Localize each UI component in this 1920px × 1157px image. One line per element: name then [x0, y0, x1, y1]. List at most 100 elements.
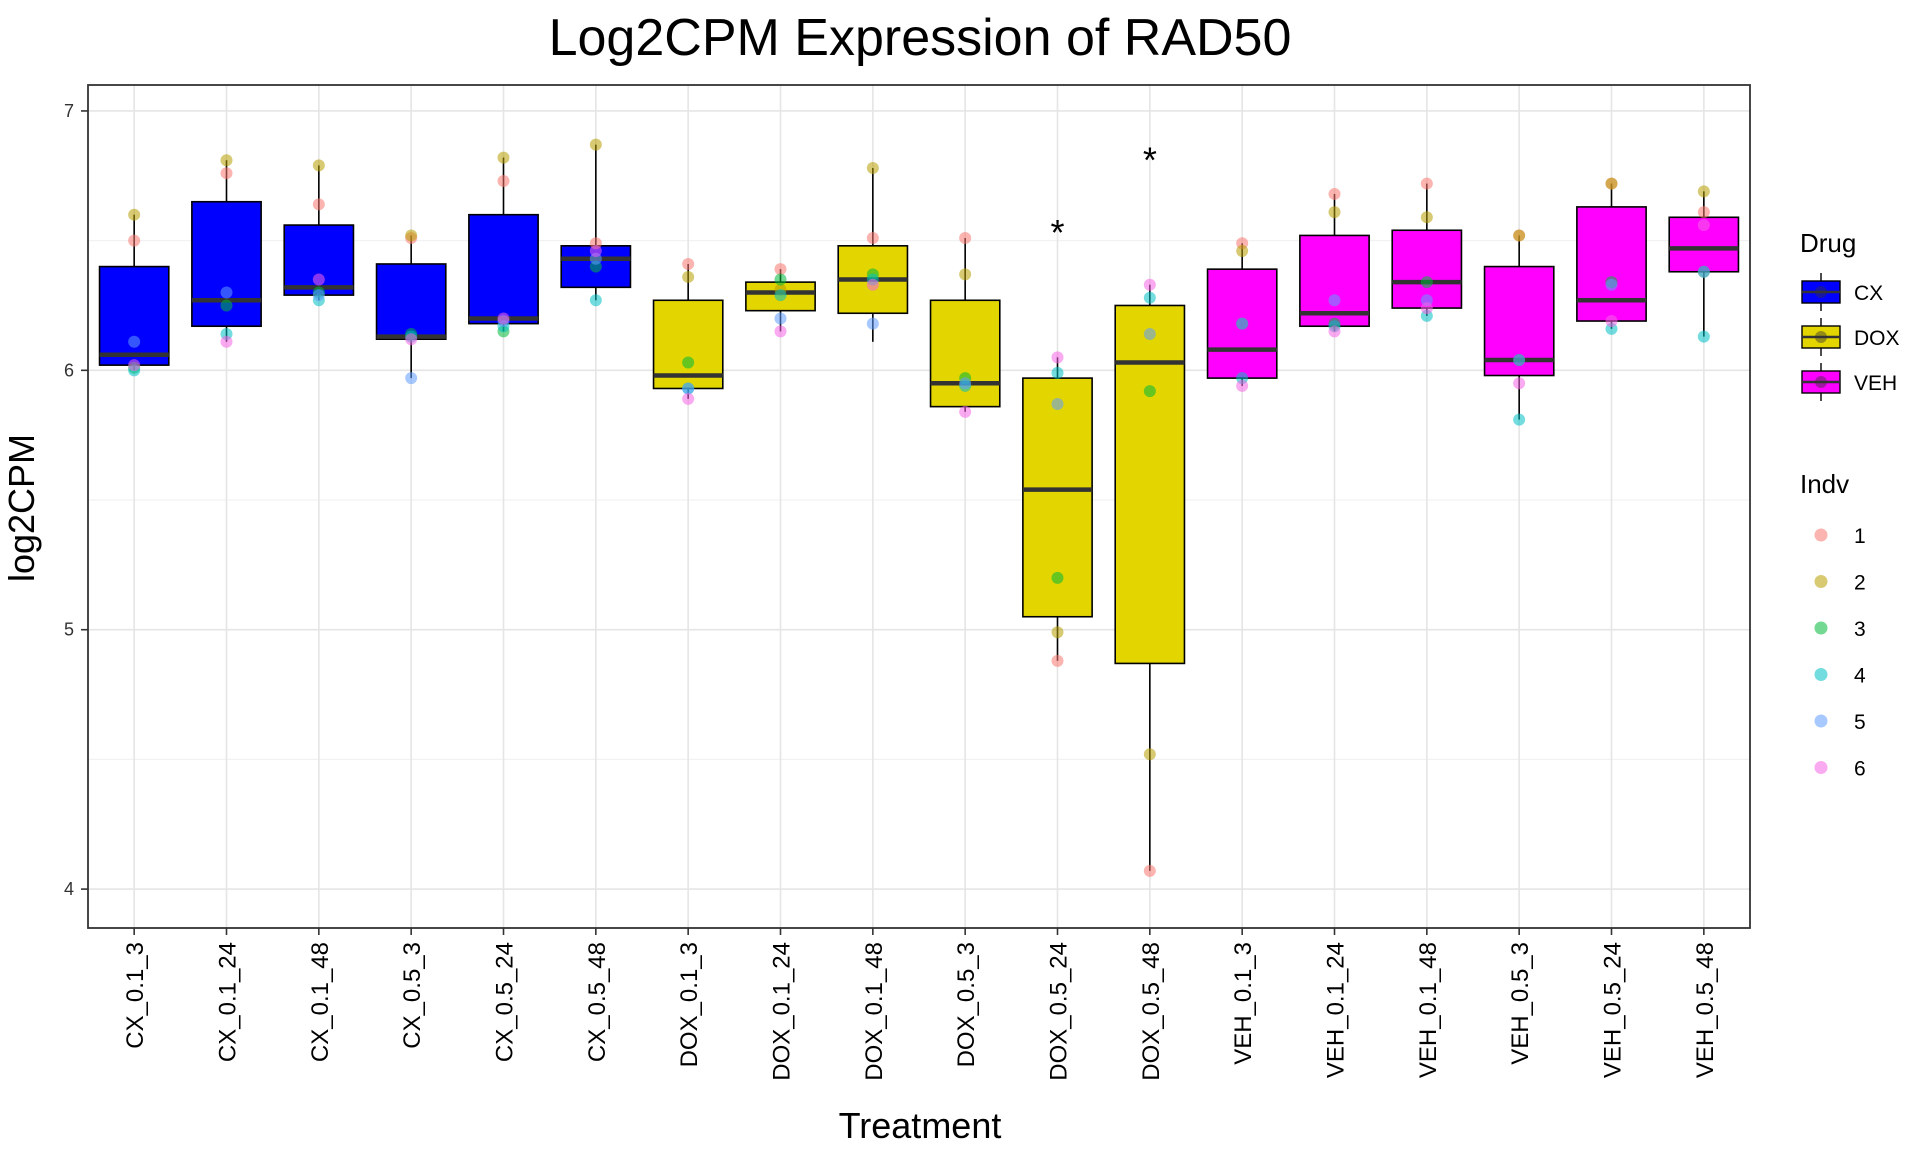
data-point-indv-6: [1697, 219, 1710, 232]
data-point-indv-5: [774, 312, 787, 325]
x-tick-label: DOX_0.1_3: [676, 942, 703, 1067]
legend-drug-label: VEH: [1854, 372, 1897, 395]
data-point-indv-6: [1236, 379, 1249, 392]
data-point-indv-2: [312, 159, 325, 172]
data-point-indv-3: [774, 273, 787, 286]
data-point-indv-6: [866, 278, 879, 291]
data-point-indv-6: [1328, 325, 1341, 338]
x-tick-label: CX_0.1_3: [122, 942, 149, 1049]
data-point-indv-3: [682, 356, 695, 369]
legend-indv-key-3: [1814, 621, 1828, 635]
legend-indv-key-1: [1814, 528, 1828, 542]
legend-indv-key-2: [1814, 575, 1828, 588]
x-tick-label: DOX_0.1_48: [861, 942, 888, 1081]
panel-background: [88, 85, 1750, 928]
x-tick-label: DOX_0.5_48: [1138, 942, 1165, 1081]
data-point-indv-1: [682, 257, 695, 270]
data-point-indv-1: [220, 167, 233, 180]
data-point-indv-6: [1051, 351, 1064, 364]
plot-area: * * 4 5 6 7 CX_0.1_3 CX_0.1_24 CX_0.1_48 CX_0.5_3…: [64, 84, 1751, 1081]
y-tick-label: 5: [64, 620, 74, 640]
data-point-indv-2: [1143, 748, 1156, 761]
data-point-indv-5: [220, 286, 233, 299]
data-point-indv-4: [1143, 291, 1156, 304]
data-point-indv-2: [1328, 206, 1341, 219]
data-point-indv-1: [1051, 654, 1064, 667]
x-tick-label: VEH_0.1_3: [1230, 942, 1257, 1065]
data-point-indv-6: [312, 273, 325, 286]
x-tick-label: DOX_0.1_24: [769, 942, 796, 1081]
data-point-indv-3: [1143, 385, 1156, 398]
significance-annotation: *: [1050, 212, 1064, 253]
box-CX_0.5_3: [375, 263, 447, 340]
legend-drug-label: CX: [1854, 282, 1883, 305]
data-point-indv-6: [682, 392, 695, 405]
legend-drug-title: Drug: [1800, 228, 1856, 258]
data-point-indv-3: [1420, 276, 1433, 289]
data-point-indv-2: [497, 151, 510, 164]
data-point-indv-5: [1697, 265, 1710, 278]
data-point-indv-6: [959, 405, 972, 418]
legend-drug-label: DOX: [1854, 327, 1900, 350]
data-point-indv-6: [1513, 377, 1526, 390]
data-point-indv-6: [774, 325, 787, 338]
legend-indv-label: 3: [1854, 618, 1866, 641]
data-point-indv-2: [866, 162, 879, 175]
data-point-indv-2: [959, 268, 972, 281]
chart-title: Log2CPM Expression of RAD50: [549, 9, 1292, 67]
x-tick-label: CX_0.5_3: [399, 942, 426, 1049]
panel-border: [87, 84, 1751, 929]
data-point-indv-5: [405, 372, 418, 385]
data-point-indv-1: [1143, 864, 1156, 877]
data-point-indv-1: [1420, 177, 1433, 190]
data-point-indv-1: [774, 263, 787, 276]
data-point-indv-2: [1420, 211, 1433, 224]
data-point-indv-2: [1605, 177, 1618, 190]
x-tick-label: CX_0.1_48: [307, 942, 334, 1062]
data-point-indv-5: [682, 382, 695, 395]
data-point-indv-1: [1328, 187, 1341, 200]
data-point-indv-2: [1051, 626, 1064, 639]
legend-indv-label: 6: [1854, 758, 1866, 781]
box-CX_0.1_3: [98, 265, 170, 366]
data-point-indv-5: [1605, 278, 1618, 291]
y-axis-label: log2CPM: [1, 434, 42, 582]
data-point-indv-4: [1697, 330, 1710, 343]
data-point-indv-1: [866, 232, 879, 245]
legend: CX DOX VEH 1 2 3 4 5 6: [1801, 273, 1900, 781]
x-tick-label: VEH_0.1_48: [1415, 942, 1442, 1078]
legend-drug-point: [1815, 286, 1827, 298]
x-tick-label: VEH_0.5_24: [1600, 942, 1627, 1078]
data-point-indv-2: [405, 229, 418, 242]
box-CX_0.5_24: [468, 213, 539, 325]
x-tick-label: DOX_0.5_3: [953, 942, 980, 1067]
legend-indv-key-5: [1814, 714, 1828, 728]
data-point-indv-1: [1697, 206, 1710, 219]
data-point-indv-1: [959, 232, 972, 245]
data-point-indv-2: [1513, 229, 1526, 242]
box-DOX_0.5_48: [1114, 304, 1186, 665]
data-point-indv-5: [1143, 328, 1156, 341]
data-point-indv-5: [1328, 294, 1341, 307]
box-VEH_0.5_24: [1576, 206, 1647, 322]
data-point-indv-1: [128, 234, 141, 247]
legend-indv-label: 4: [1854, 665, 1866, 688]
data-point-indv-5: [866, 317, 879, 330]
data-point-indv-2: [589, 138, 602, 151]
data-point-indv-6: [589, 245, 602, 258]
data-point-indv-2: [128, 208, 141, 221]
data-point-indv-3: [1051, 571, 1064, 584]
data-point-indv-2: [220, 154, 233, 167]
data-point-indv-5: [312, 289, 325, 302]
data-point-indv-4: [774, 289, 787, 302]
data-point-indv-6: [220, 335, 233, 348]
data-point-indv-1: [312, 198, 325, 211]
data-point-indv-5: [1513, 353, 1526, 366]
data-point-indv-5: [1236, 317, 1249, 330]
data-point-indv-2: [1236, 245, 1249, 258]
data-point-indv-6: [1143, 278, 1156, 291]
x-tick-label: VEH_0.1_24: [1323, 942, 1350, 1078]
x-tick-label: CX_0.5_24: [492, 942, 519, 1062]
